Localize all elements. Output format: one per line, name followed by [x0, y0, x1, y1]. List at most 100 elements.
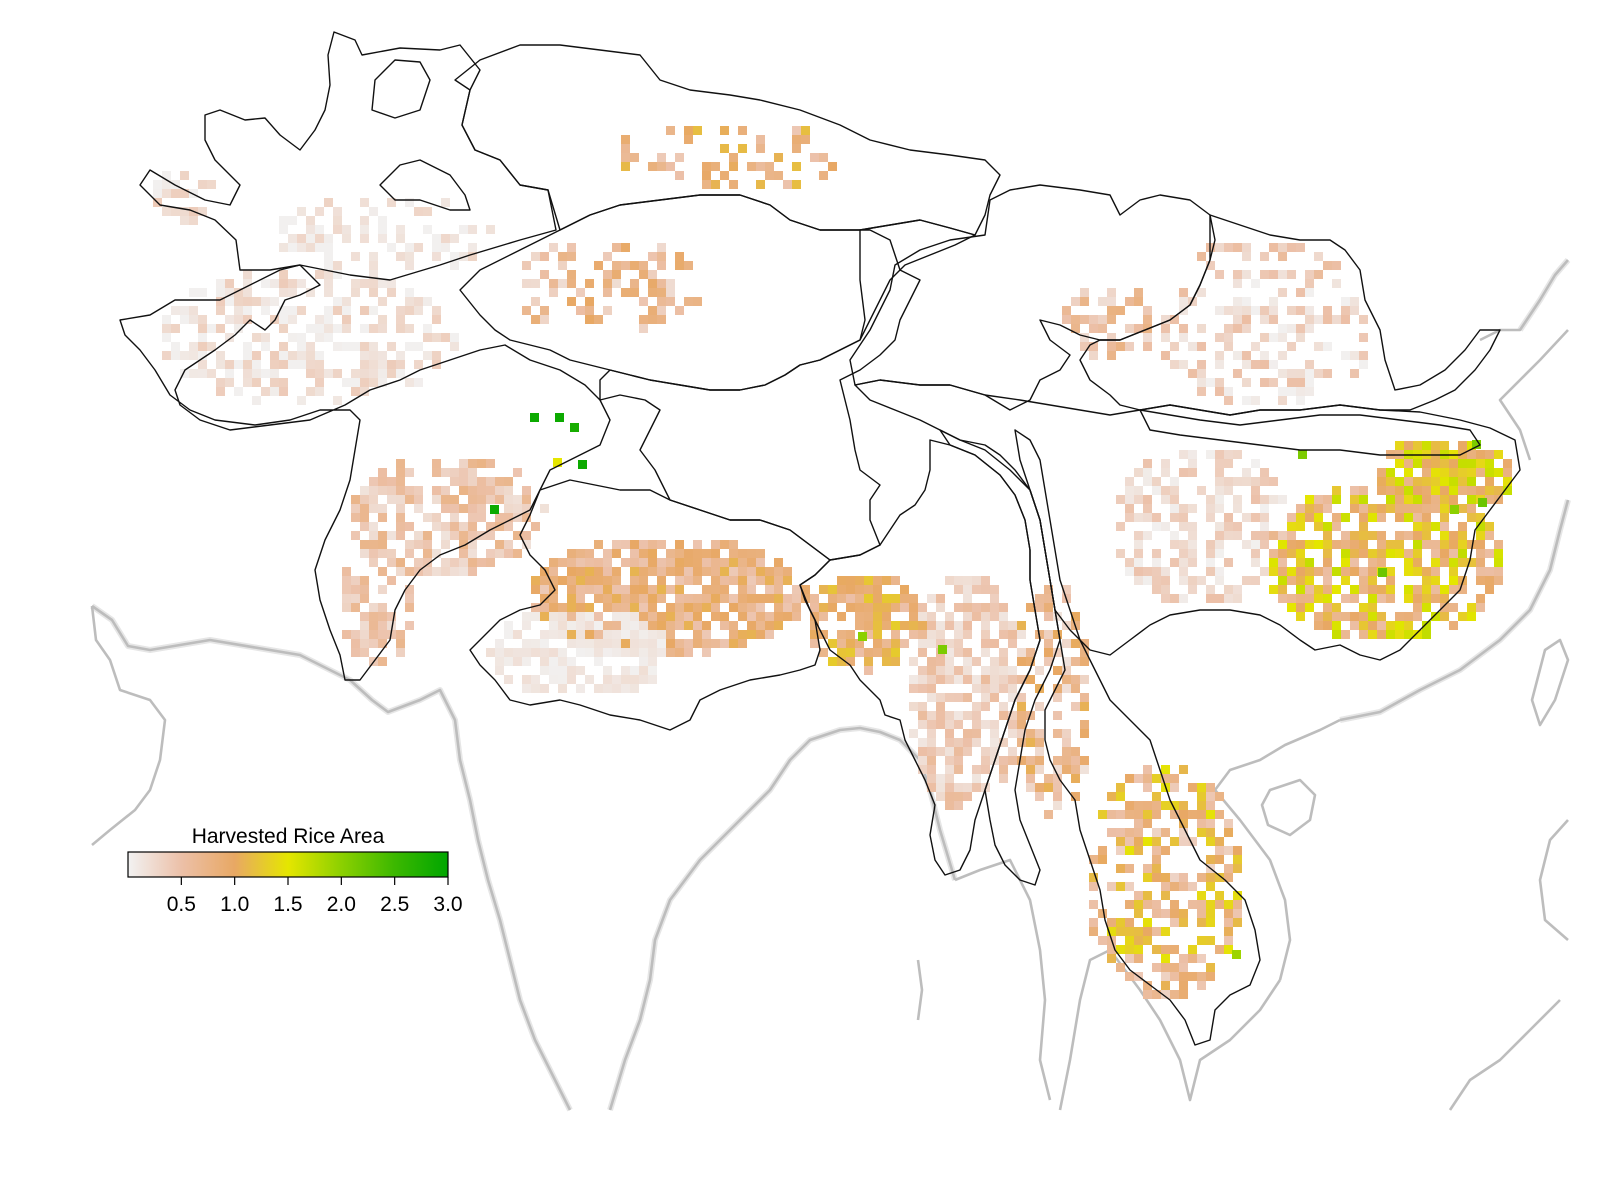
raster-cell — [972, 684, 981, 693]
raster-cell — [1062, 684, 1071, 693]
raster-cell — [531, 603, 540, 612]
raster-cell — [279, 279, 288, 288]
raster-cell — [657, 153, 666, 162]
raster-cell — [1161, 468, 1170, 477]
raster-cell — [1287, 531, 1296, 540]
raster-cell — [909, 657, 918, 666]
raster-cell — [945, 801, 954, 810]
raster-cell — [594, 558, 603, 567]
raster-cell — [324, 270, 333, 279]
raster-cell — [693, 576, 702, 585]
raster-cell — [1323, 549, 1332, 558]
raster-cell — [657, 540, 666, 549]
raster-cell — [1476, 567, 1485, 576]
raster-cell — [711, 540, 720, 549]
raster-cell — [1359, 612, 1368, 621]
raster-cell — [765, 594, 774, 603]
raster-cell — [1134, 774, 1143, 783]
raster-cell — [288, 288, 297, 297]
raster-cell — [927, 693, 936, 702]
raster-cell — [990, 684, 999, 693]
raster-cell — [1431, 522, 1440, 531]
raster-cell — [1287, 549, 1296, 558]
raster-cell — [630, 576, 639, 585]
raster-cell — [576, 549, 585, 558]
raster-cell — [684, 612, 693, 621]
raster-cell — [774, 576, 783, 585]
raster-cell — [252, 378, 261, 387]
raster-cell — [756, 576, 765, 585]
raster-cell — [1422, 513, 1431, 522]
raster-cell — [522, 675, 531, 684]
raster-cell — [864, 585, 873, 594]
raster-cell — [648, 594, 657, 603]
raster-cell — [1143, 774, 1152, 783]
raster-cell — [1404, 531, 1413, 540]
raster-cell — [1314, 621, 1323, 630]
raster-cell — [1071, 792, 1080, 801]
raster-cell — [954, 585, 963, 594]
raster-cell — [1467, 495, 1476, 504]
raster-cell — [450, 477, 459, 486]
raster-cell — [1134, 810, 1143, 819]
raster-cell — [567, 612, 576, 621]
raster-cell — [423, 225, 432, 234]
raster-cell — [198, 369, 207, 378]
raster-cell — [837, 576, 846, 585]
raster-cell — [567, 558, 576, 567]
raster-cell — [603, 576, 612, 585]
raster-cell — [162, 180, 171, 189]
raster-cell — [972, 729, 981, 738]
raster-cell — [189, 216, 198, 225]
raster-cell — [1458, 540, 1467, 549]
raster-cell — [693, 630, 702, 639]
raster-cell — [675, 171, 684, 180]
raster-cell — [882, 648, 891, 657]
raster-cell — [783, 576, 792, 585]
raster-cell — [1008, 684, 1017, 693]
raster-cell — [288, 351, 297, 360]
raster-cell — [1215, 360, 1224, 369]
raster-cell — [1233, 306, 1242, 315]
raster-cell — [675, 603, 684, 612]
raster-cell — [198, 324, 207, 333]
raster-cell — [603, 684, 612, 693]
raster-cell — [1278, 288, 1287, 297]
raster-cell — [909, 621, 918, 630]
raster-cell — [594, 585, 603, 594]
raster-cell — [1206, 909, 1215, 918]
raster-cell — [1314, 270, 1323, 279]
raster-cell — [756, 135, 765, 144]
raster-cell — [396, 495, 405, 504]
raster-cell — [540, 639, 549, 648]
raster-cell — [936, 792, 945, 801]
india-coastline — [91, 604, 572, 1111]
raster-cell — [342, 567, 351, 576]
raster-cell — [1044, 585, 1053, 594]
raster-cell — [1215, 810, 1224, 819]
raster-cell — [1476, 513, 1485, 522]
raster-cell — [1404, 459, 1413, 468]
raster-cell — [1467, 450, 1476, 459]
raster-cell — [1026, 675, 1035, 684]
raster-cell — [909, 702, 918, 711]
raster-cell — [261, 297, 270, 306]
raster-cell — [540, 648, 549, 657]
raster-cell — [1269, 585, 1278, 594]
raster-cell — [1197, 819, 1206, 828]
raster-cell — [351, 531, 360, 540]
raster-cell — [270, 369, 279, 378]
raster-cell — [522, 684, 531, 693]
raster-cell — [153, 180, 162, 189]
raster-cell — [1134, 468, 1143, 477]
raster-cell — [1161, 774, 1170, 783]
raster-cell — [846, 594, 855, 603]
raster-cell — [1458, 504, 1467, 513]
raster-cell — [1170, 801, 1179, 810]
raster-cell — [558, 279, 567, 288]
raster-cell — [612, 549, 621, 558]
raster-cell — [1251, 558, 1260, 567]
raster-cell — [324, 369, 333, 378]
raster-cell — [1269, 315, 1278, 324]
raster-cell — [279, 225, 288, 234]
